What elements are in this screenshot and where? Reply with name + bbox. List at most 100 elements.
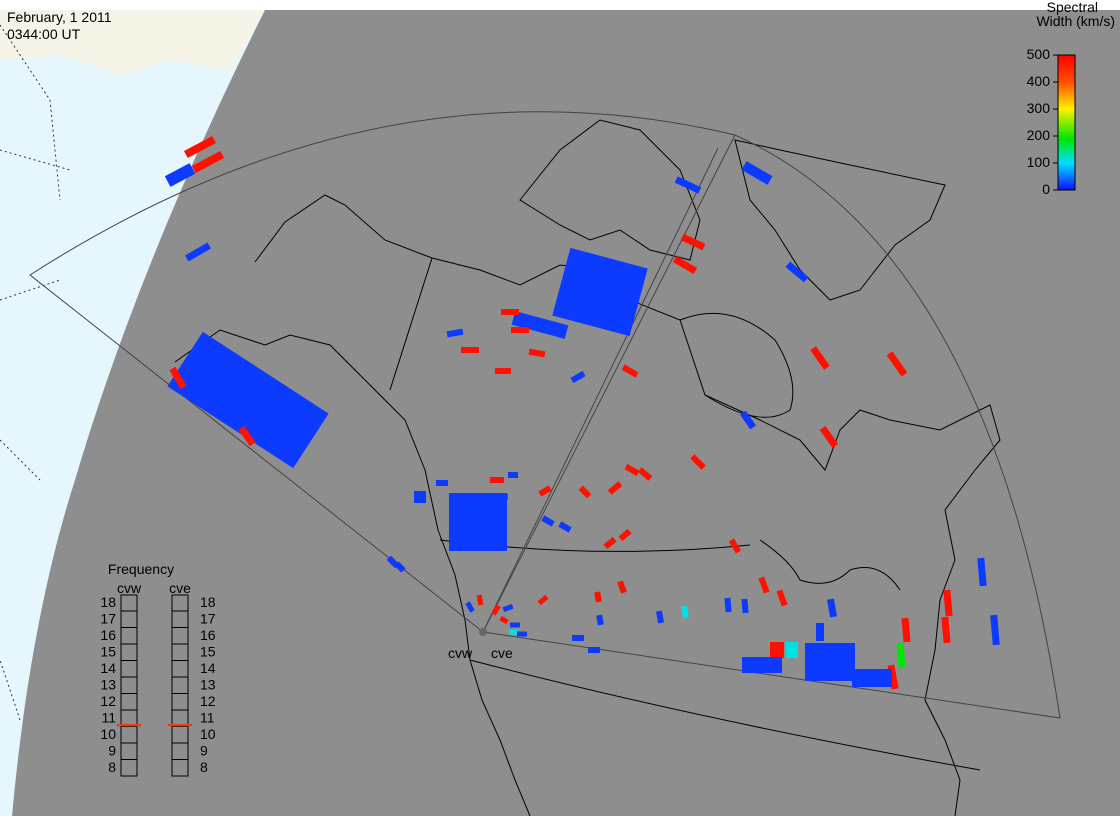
frequency-tick-label: 13 [200,677,216,693]
frequency-tick-label: 16 [200,627,216,643]
echo-cell [461,347,479,353]
echo-cell [805,643,855,681]
echo-cell [886,351,908,377]
frequency-tick-label: 14 [200,660,216,676]
echo-cell [517,631,527,637]
echo-cell [578,485,592,499]
echo-cell [656,610,664,624]
radar-name: cvw [117,580,142,596]
echo-cell [558,521,572,533]
echo-cell [826,598,838,618]
frequency-tick-label: 8 [108,759,116,775]
echo-cell [819,425,839,449]
echo-cell [528,348,546,358]
radar-site [479,628,487,636]
echo-cell [896,642,906,668]
echo-cell [184,242,212,262]
radar-label: cve [491,645,513,661]
echo-cell [674,176,702,194]
basemap [0,10,1120,816]
frequency-tick-label: 11 [101,710,116,726]
echo-cell [607,481,623,495]
frequency-tick-label: 11 [200,710,215,726]
echo-cell [169,366,187,390]
echo-cell [603,536,617,550]
echo-layer [164,135,1000,690]
echo-cell [541,515,555,527]
echo-cell [501,309,519,315]
echo-cell [621,364,639,378]
echo-cell [741,598,749,614]
echo-cell [852,669,892,687]
frequency-tick-label: 12 [100,693,116,709]
colorbar-fill [1057,54,1076,191]
colorbar-tick-label: 500 [1027,46,1051,62]
frequency-panel: Frequency cvw89101112131415161718cve8910… [100,561,216,777]
echo-cell [690,454,706,470]
echo-cell [476,594,484,606]
echo-cell [637,467,653,481]
colorbar-title: Spectral [1047,0,1098,15]
echo-cell [510,622,520,628]
echo-cell [588,647,600,653]
frequency-tick-label: 10 [200,726,216,742]
colorbar-tick-label: 400 [1027,73,1051,89]
echo-cell [495,368,511,374]
frequency-tick-label: 17 [200,611,216,627]
grid-lines [0,24,71,721]
colorbar-tick-label: 0 [1042,181,1050,197]
coastlines [174,119,1001,817]
echo-cell [680,233,706,251]
echo-cell [724,597,732,613]
frequency-tick-label: 18 [200,594,216,610]
colorbar-tick-label: 200 [1027,127,1051,143]
echo-cell [785,261,809,283]
echo-cell [739,410,757,430]
frequency-tick-label: 15 [200,644,216,660]
field-of-view [29,111,1061,719]
echo-cell [810,346,830,370]
echo-cell [728,538,742,554]
echo-cell [758,576,770,594]
echo-cell [414,491,426,503]
echo-cell [511,327,529,333]
echo-cell [538,485,552,497]
echo-cell [977,557,987,587]
radar-label: cvw [448,645,473,661]
echo-cell [618,528,632,542]
frequency-tick-label: 12 [200,693,216,709]
frequency-tick-label: 18 [100,594,116,610]
echo-cell [502,603,514,613]
echo-cell [572,635,584,641]
colorbar-tick-label: 100 [1027,154,1051,170]
echo-cell [508,472,518,478]
echo-cell [537,594,549,606]
echo-cell [681,605,689,619]
echo-cell [594,591,602,603]
frequency-tick-label: 15 [100,644,116,660]
echo-cell [164,163,196,187]
radar-name: cve [169,580,191,596]
echo-cell [191,150,225,174]
echo-cell [742,657,782,673]
echo-cell [990,614,1000,646]
night-region [12,10,1120,816]
echo-cell [238,425,256,447]
echo-cell [901,617,911,643]
echo-cell [741,161,773,185]
echo-cell [786,642,798,658]
echo-cell [499,615,509,625]
echo-cell [672,255,698,275]
date: February, 1 2011 [7,9,112,25]
frequency-tick-label: 17 [100,611,116,627]
echo-cell [436,480,448,486]
echo-cell [941,616,951,644]
echo-cell [183,135,217,159]
echo-cell [465,601,475,613]
frequency-tick-label: 16 [100,627,116,643]
echo-cell [511,311,569,339]
frequency-tick-label: 14 [100,660,116,676]
echo-cell [167,331,329,469]
time: 0344:00 UT [7,26,81,42]
